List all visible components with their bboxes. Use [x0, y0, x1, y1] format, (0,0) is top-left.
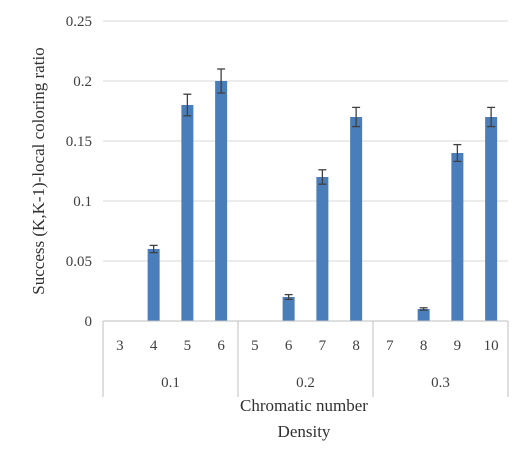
x-category-label: 7 — [319, 338, 327, 354]
bar — [485, 117, 498, 321]
bar — [215, 81, 228, 321]
x-group-label: 0.3 — [431, 375, 450, 391]
x-category-label: 6 — [285, 338, 293, 354]
bar — [316, 177, 329, 321]
y-axis-title: Success (K,K-1)-local coloring ratio — [29, 47, 48, 294]
x-category-label: 5 — [251, 338, 259, 354]
x-category-label: 10 — [484, 338, 499, 354]
y-tick-label: 0.15 — [66, 134, 92, 150]
x-category-label: 8 — [420, 338, 428, 354]
gridlines — [103, 20, 508, 262]
y-tick-label: 0.25 — [66, 14, 92, 30]
bar — [350, 117, 363, 321]
x-group-label: 0.2 — [296, 375, 315, 391]
x-category-label: 4 — [150, 338, 158, 354]
x-category-label: 5 — [184, 338, 192, 354]
x-axis-title-density: Density — [278, 422, 331, 441]
bar — [451, 153, 464, 321]
y-tick-label: 0.1 — [73, 194, 92, 210]
x-axis: 3 4 5 6 0.1 5 6 7 8 0.2 7 8 9 10 0.3 — [102, 320, 509, 397]
y-tick-label: 0.2 — [73, 74, 92, 90]
bar — [147, 249, 160, 321]
bars — [147, 81, 498, 321]
x-axis-title: Chromatic number — [240, 396, 368, 415]
bar — [282, 297, 295, 321]
x-category-label: 8 — [352, 338, 360, 354]
x-category-label: 3 — [116, 338, 124, 354]
error-bars — [149, 68, 496, 311]
x-category-label: 9 — [454, 338, 462, 354]
bar — [181, 105, 194, 321]
x-group-label: 0.1 — [161, 375, 180, 391]
x-category-label: 7 — [386, 338, 394, 354]
y-axis-ticks: 0 0.05 0.1 0.15 0.2 0.25 — [66, 14, 92, 330]
y-tick-label: 0 — [85, 314, 93, 330]
x-category-label: 6 — [217, 338, 225, 354]
bar — [417, 309, 430, 321]
y-tick-label: 0.05 — [66, 254, 92, 270]
